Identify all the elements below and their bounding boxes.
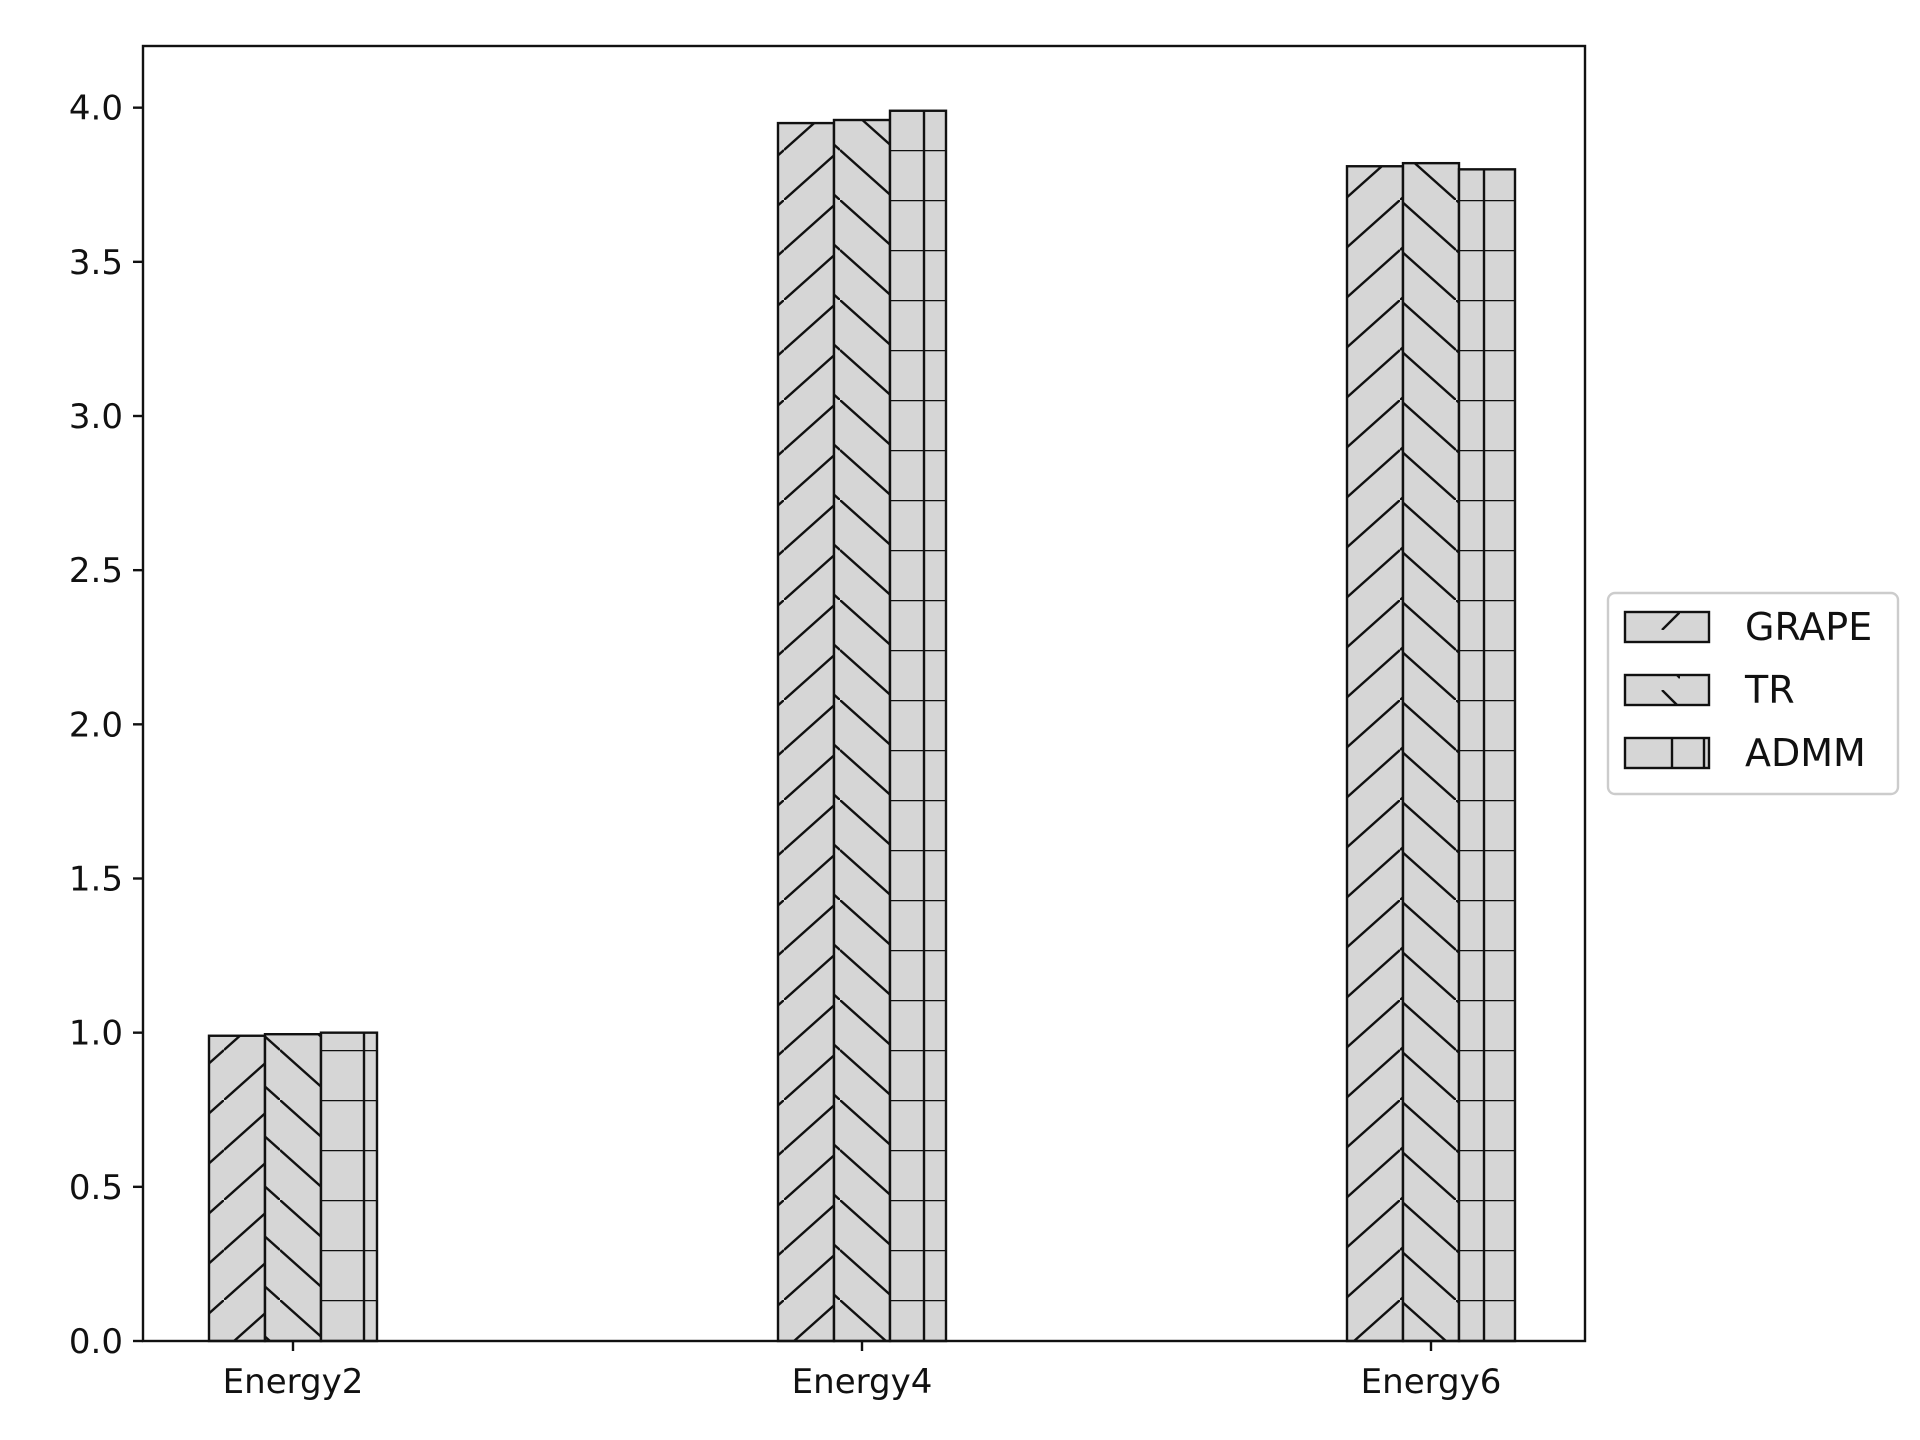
y-tick-label: 0.5: [69, 1168, 123, 1208]
y-tick-label: 2.5: [69, 551, 123, 591]
x-tick-label: Energy4: [792, 1362, 933, 1402]
y-axis-ticks: 0.0 0.5 1.0 1.5 2.0 2.5 3.0 3.5 4.0: [69, 89, 143, 1362]
bar-admm-energy4: [888, 109, 948, 1343]
bar-tr-energy6: [1401, 161, 1461, 1343]
y-tick-label: 0.0: [69, 1322, 123, 1362]
x-tick-label: Energy2: [223, 1362, 364, 1402]
bars: [207, 109, 1517, 1343]
y-tick-label: 4.0: [69, 89, 123, 129]
legend-label-grape: GRAPE: [1745, 605, 1872, 649]
y-tick-label: 2.0: [69, 705, 123, 745]
legend-label-admm: ADMM: [1745, 731, 1866, 775]
bar-grape-energy4: [776, 121, 836, 1343]
bar-admm-energy6: [1457, 168, 1517, 1343]
x-tick-label: Energy6: [1361, 1362, 1502, 1402]
plot-area-frame: [141, 44, 1587, 1343]
legend-label-tr: TR: [1744, 668, 1795, 712]
legend-swatch-grape: [1623, 610, 1711, 644]
y-tick-label: 1.5: [69, 860, 123, 900]
bar-tr-energy2: [263, 1033, 323, 1343]
legend-swatch-admm: [1623, 736, 1711, 770]
bar-grape-energy6: [1345, 165, 1405, 1343]
bar-admm-energy2: [319, 1031, 379, 1343]
y-tick-label: 3.0: [69, 397, 123, 437]
x-axis-ticks: Energy2 Energy4 Energy6: [223, 1341, 1502, 1402]
y-tick-label: 3.5: [69, 243, 123, 283]
bar-grape-energy2: [207, 1034, 267, 1343]
bar-tr-energy4: [832, 118, 892, 1343]
legend-swatch-tr: [1623, 673, 1711, 707]
y-tick-label: 1.0: [69, 1014, 123, 1054]
legend: GRAPE TR ADMM: [1606, 591, 1900, 796]
